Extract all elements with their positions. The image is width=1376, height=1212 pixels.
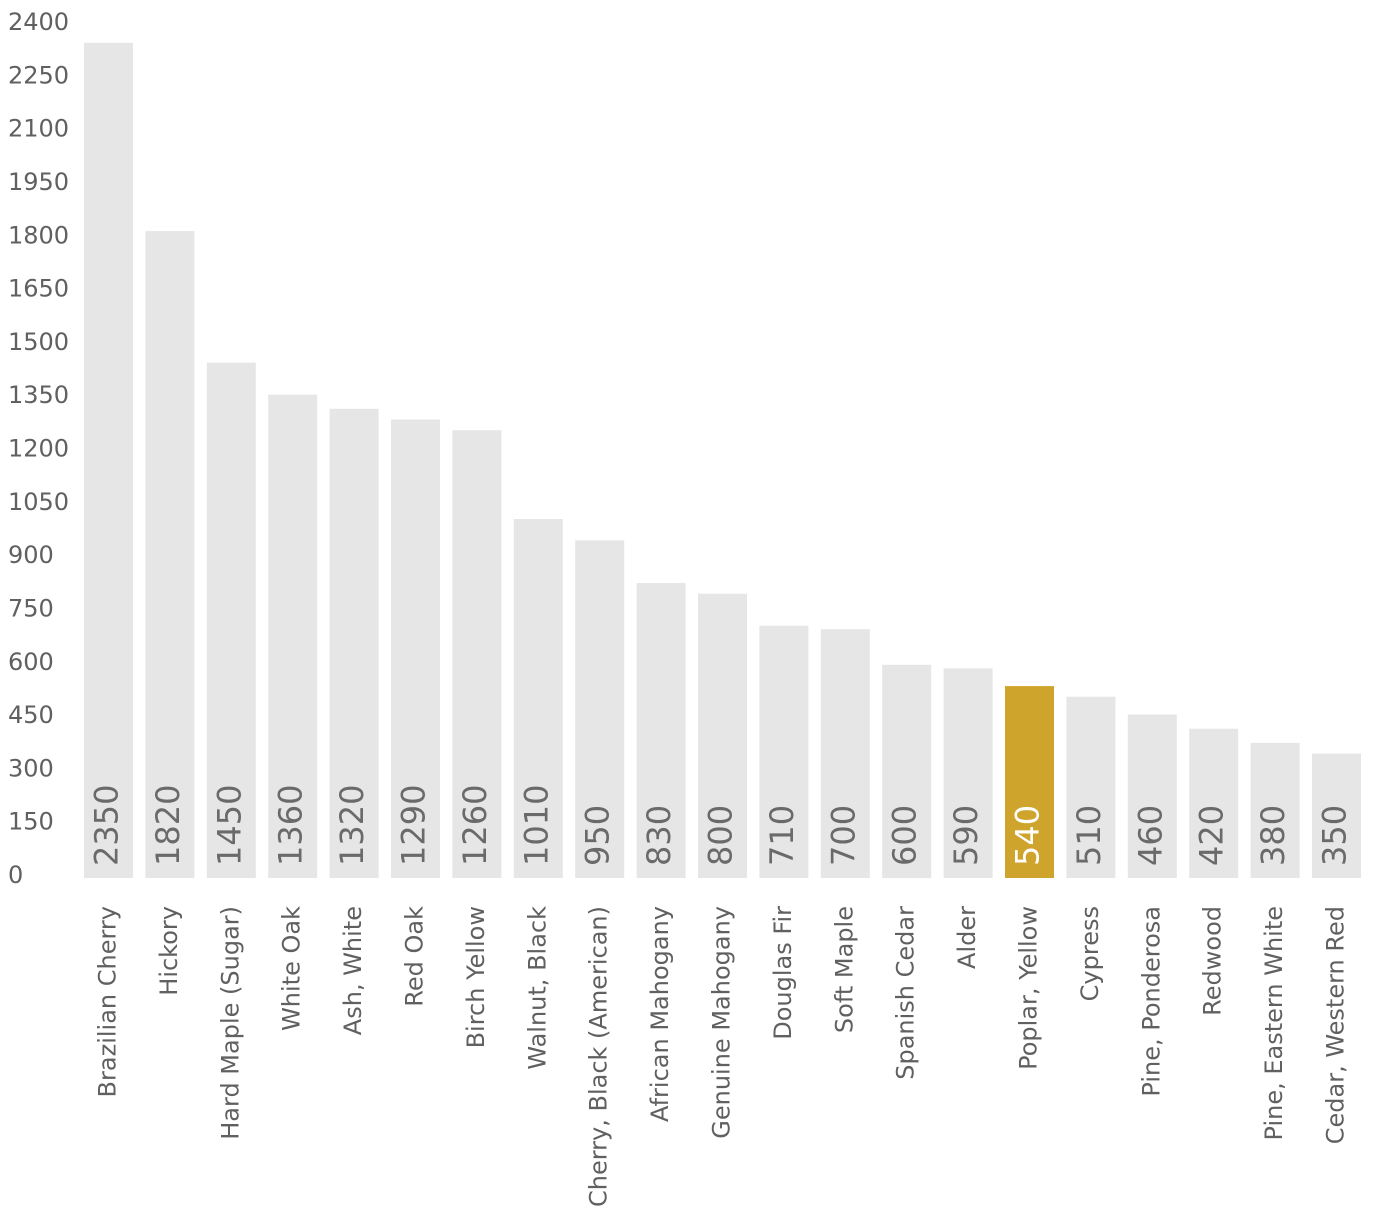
- bar-value-label: 1820: [149, 785, 187, 866]
- bar: [145, 231, 195, 879]
- y-tick-label: 750: [8, 594, 54, 622]
- y-tick-label: 450: [8, 701, 54, 729]
- bar-value-label: 540: [1009, 805, 1047, 866]
- bar-value-label: 800: [702, 805, 740, 866]
- x-tick-label: Cherry, Black (American): [585, 906, 613, 1207]
- x-tick-label: White Oak: [278, 906, 306, 1031]
- y-tick-label: 2100: [8, 115, 69, 143]
- y-tick-label: 1500: [8, 328, 69, 356]
- value-labels: 2350 1820 1450 1360 1320 1290 1260 1010 950 830 80…: [88, 785, 1354, 866]
- bar: [268, 394, 318, 878]
- bar: [882, 664, 932, 879]
- y-tick-label: 150: [8, 808, 54, 836]
- x-tick-label: Birch Yellow: [462, 906, 490, 1048]
- x-tick-label: Ash, White: [339, 906, 367, 1035]
- y-tick-label: 1050: [8, 488, 69, 516]
- y-tick-label: 1800: [8, 221, 69, 249]
- bar-value-label: 460: [1131, 805, 1169, 866]
- y-tick-label: 600: [8, 648, 54, 676]
- bar-value-label: 1290: [395, 785, 433, 866]
- bar-value-label: 590: [947, 805, 985, 866]
- bar-value-label: 950: [579, 805, 617, 866]
- x-tick-label: Red Oak: [401, 906, 429, 1007]
- bar-value-label: 510: [1070, 805, 1108, 866]
- y-tick-label: 900: [8, 541, 54, 569]
- bar-value-label: 1010: [517, 785, 555, 866]
- bar: [513, 519, 563, 878]
- y-tick-label: 2250: [8, 61, 69, 89]
- x-tick-label: Poplar, Yellow: [1015, 906, 1043, 1070]
- bar-value-label: 420: [1193, 805, 1231, 866]
- bar: [1127, 714, 1177, 878]
- x-axis: Brazilian Cherry Hickory Hard Maple (Sugar…: [94, 906, 1350, 1207]
- bar-value-label: 380: [1254, 805, 1292, 866]
- bar-highlighted: [1005, 686, 1054, 878]
- x-tick-label: Brazilian Cherry: [94, 906, 122, 1097]
- x-tick-label: Walnut, Black: [523, 906, 551, 1070]
- bar: [698, 593, 747, 878]
- x-tick-label: Alder: [953, 906, 981, 969]
- x-tick-label: Redwood: [1199, 906, 1227, 1016]
- bar-value-label: 2350: [88, 785, 126, 866]
- bar: [1312, 753, 1361, 878]
- bar: [391, 419, 440, 878]
- x-tick-label: Pine, Eastern White: [1260, 906, 1288, 1140]
- bar-value-label: 1320: [333, 785, 371, 866]
- x-tick-label: Cedar, Western Red: [1322, 906, 1350, 1144]
- x-tick-label: Douglas Fir: [769, 906, 797, 1040]
- bar: [329, 408, 379, 878]
- y-axis: 0 150 300 450 600 750 900 1050 1200 1350 1500 1650 1…: [8, 8, 69, 889]
- bar-value-label: 600: [886, 805, 924, 866]
- y-tick-label: 1350: [8, 381, 69, 409]
- bar: [820, 629, 870, 878]
- x-tick-label: Genuine Mahogany: [708, 906, 736, 1139]
- x-tick-label: African Mahogany: [646, 906, 674, 1122]
- x-tick-label: Pine, Ponderosa: [1137, 906, 1165, 1097]
- y-tick-label: 1950: [8, 168, 69, 196]
- x-tick-label: Hard Maple (Sugar): [216, 906, 244, 1140]
- bar: [1250, 742, 1300, 878]
- bar-value-label: 350: [1316, 805, 1354, 866]
- bar: [1066, 696, 1116, 878]
- x-tick-label: Hickory: [155, 906, 183, 996]
- y-tick-label: 300: [8, 754, 54, 782]
- y-tick-label: 2400: [8, 8, 69, 36]
- bar-value-label: 710: [763, 805, 801, 866]
- bar: [84, 42, 133, 879]
- y-tick-label: 0: [8, 861, 23, 889]
- bar: [759, 625, 809, 878]
- bar-value-label: 700: [824, 805, 862, 866]
- x-tick-label: Soft Maple: [830, 906, 858, 1033]
- bar-value-label: 1260: [456, 785, 494, 866]
- bar: [943, 668, 993, 878]
- bar: [636, 583, 686, 878]
- x-tick-label: Cypress: [1076, 906, 1104, 1001]
- x-tick-label: Spanish Cedar: [892, 906, 920, 1080]
- bar: [206, 362, 256, 879]
- bar-value-label: 1450: [210, 785, 248, 866]
- bar: [575, 540, 625, 878]
- bar-value-label: 1360: [272, 785, 310, 866]
- bar: [452, 430, 502, 878]
- y-tick-label: 1650: [8, 275, 69, 303]
- y-tick-label: 1200: [8, 435, 69, 463]
- bar: [1189, 728, 1239, 878]
- bar-value-label: 830: [640, 805, 678, 866]
- bars: [84, 42, 1361, 879]
